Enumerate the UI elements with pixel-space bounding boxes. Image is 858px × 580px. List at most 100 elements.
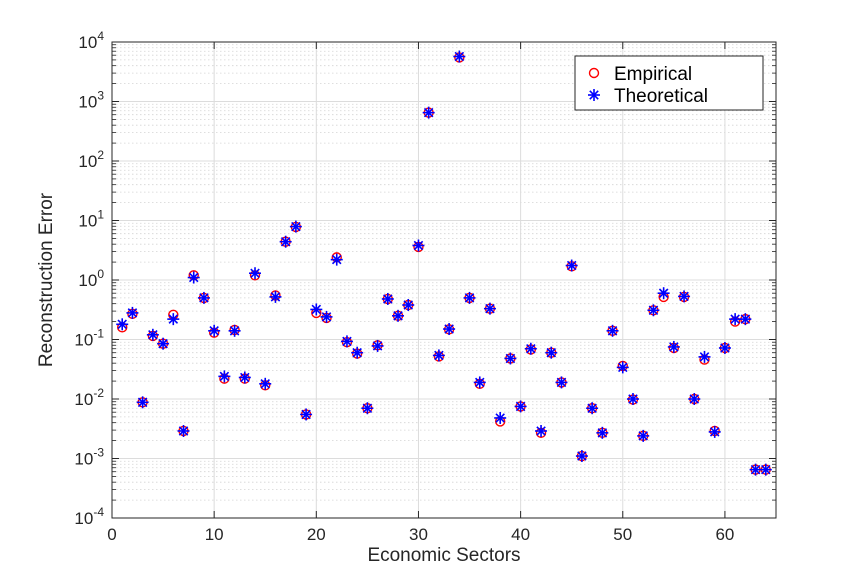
legend-box <box>574 55 764 111</box>
theoretical-point <box>279 235 292 248</box>
asterisk-stroke <box>148 330 158 340</box>
x-axis-label: Economic Sectors <box>367 545 520 566</box>
theoretical-point <box>351 346 364 359</box>
asterisk-stroke <box>311 304 322 315</box>
y-tick-label: 101 <box>78 208 104 231</box>
y-axis-label: Reconstruction Error <box>36 192 57 367</box>
theoretical-point <box>718 341 731 354</box>
theoretical-point <box>463 291 476 304</box>
legend: Empirical Theoretical <box>574 55 764 111</box>
asterisk-stroke <box>505 353 516 364</box>
asterisk-stroke <box>515 401 526 412</box>
theoretical-point <box>422 106 435 119</box>
theoretical-point <box>657 287 670 300</box>
minor-grid <box>112 44 776 501</box>
theoretical-point <box>402 299 415 312</box>
theoretical-point <box>371 339 384 352</box>
asterisk-stroke <box>689 394 700 404</box>
asterisk-stroke <box>403 300 414 310</box>
x-tick-label: 10 <box>205 525 224 544</box>
asterisk-stroke <box>393 311 403 321</box>
theoretical-point <box>392 309 405 322</box>
asterisk-stroke <box>352 347 362 358</box>
y-tick-label: 10-1 <box>74 327 104 350</box>
asterisk-stroke <box>117 319 127 330</box>
theoretical-point <box>249 267 262 280</box>
asterisk-stroke <box>219 371 230 382</box>
theoretical-point <box>320 310 333 323</box>
theoretical-point <box>116 318 129 331</box>
theoretical-point <box>729 313 742 326</box>
theoretical-point <box>432 349 445 362</box>
asterisk-stroke <box>444 324 454 334</box>
asterisk-stroke <box>474 377 485 388</box>
theoretical-point <box>157 337 170 350</box>
theoretical-point <box>739 313 752 326</box>
legend-theoretical-label: Theoretical <box>614 86 708 107</box>
asterisk-stroke <box>342 336 352 347</box>
theoretical-point <box>269 290 282 303</box>
theoretical-point <box>300 408 313 421</box>
theoretical-point <box>412 239 425 252</box>
theoretical-point <box>626 393 639 405</box>
asterisk-stroke <box>178 426 189 436</box>
asterisk-stroke <box>495 413 505 423</box>
asterisk-stroke <box>362 403 373 413</box>
theoretical-point <box>565 259 578 272</box>
theoretical-point <box>514 400 527 413</box>
theoretical-point <box>289 220 302 233</box>
asterisk-stroke <box>372 341 383 351</box>
theoretical-point <box>136 396 149 409</box>
asterisk-stroke <box>383 294 393 304</box>
asterisk-stroke <box>127 308 138 318</box>
asterisk-stroke <box>587 403 597 413</box>
axis-ticks <box>111 41 776 519</box>
theoretical-point <box>575 450 588 463</box>
x-tick-label: 50 <box>613 525 632 544</box>
theoretical-point <box>708 425 721 438</box>
asterisk-stroke <box>209 326 219 336</box>
asterisk-stroke <box>188 272 199 283</box>
asterisk-stroke <box>556 377 567 388</box>
theoretical-point <box>545 346 558 359</box>
x-tick-label: 0 <box>107 525 116 544</box>
theoretical-point <box>381 292 394 305</box>
asterisk-stroke <box>628 394 638 404</box>
theoretical-point <box>698 350 711 363</box>
theoretical-point <box>259 377 272 390</box>
asterisk-stroke <box>321 312 332 322</box>
theoretical-point <box>647 304 660 317</box>
asterisk-stroke <box>485 303 495 314</box>
theoretical-point <box>146 328 159 341</box>
y-tick-label: 10-3 <box>74 446 104 469</box>
theoretical-point <box>667 340 680 353</box>
asterisk-stroke <box>240 372 250 383</box>
asterisk-stroke <box>730 314 740 324</box>
asterisk-stroke <box>331 254 342 265</box>
legend-empirical-label: Empirical <box>614 64 692 85</box>
theoretical-point <box>187 271 200 284</box>
y-tick-label: 102 <box>78 148 104 171</box>
theoretical-point <box>208 324 221 337</box>
asterisk-stroke <box>291 221 301 232</box>
asterisk-stroke <box>158 338 168 349</box>
theoretical-point <box>177 424 190 437</box>
asterisk-stroke <box>270 292 281 302</box>
theoretical-point <box>473 376 486 389</box>
asterisk-stroke <box>434 350 444 361</box>
theoretical-point <box>228 324 241 337</box>
asterisk-stroke <box>669 342 679 352</box>
theoretical-point <box>606 324 619 337</box>
asterisk-stroke <box>720 343 730 353</box>
data-points <box>116 50 772 476</box>
y-tick-label: 103 <box>78 89 104 112</box>
x-tick-label: 20 <box>307 525 326 544</box>
asterisk-stroke <box>740 314 751 324</box>
asterisk-stroke <box>761 464 771 475</box>
asterisk-stroke <box>464 293 475 303</box>
x-tick-labels: 0 10 20 30 40 50 60 <box>107 525 734 544</box>
x-tick-label: 40 <box>511 525 530 544</box>
theoretical-point <box>637 429 650 442</box>
y-tick-label: 100 <box>78 267 104 290</box>
theoretical-point <box>197 291 210 304</box>
